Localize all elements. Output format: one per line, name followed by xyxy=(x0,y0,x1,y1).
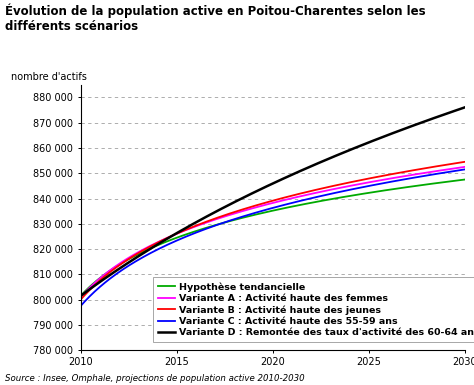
Variante A : Activité haute des femmes: (2.01e+03, 8.01e+05): Activité haute des femmes: (2.01e+03, 8.… xyxy=(78,295,83,300)
Variante A : Activité haute des femmes: (2.02e+03, 8.42e+05): Activité haute des femmes: (2.02e+03, 8.… xyxy=(305,192,310,197)
Variante C : Activité haute des 55-59 ans: (2.01e+03, 7.98e+05): Activité haute des 55-59 ans: (2.01e+03,… xyxy=(79,302,85,307)
Line: Variante D : Remontée des taux d'activité des 60-64 ans: Variante D : Remontée des taux d'activit… xyxy=(81,107,465,296)
Variante D : Remontée des taux d'activité des 60-64 ans: (2.02e+03, 8.52e+05): Remontée des taux d'activité des 60-64 a… xyxy=(306,165,312,169)
Variante B : Activité haute des jeunes: (2.02e+03, 8.43e+05): Activité haute des jeunes: (2.02e+03, 8.… xyxy=(305,189,310,194)
Text: Évolution de la population active en Poitou-Charentes selon les
différents scéna: Évolution de la population active en Poi… xyxy=(5,4,425,33)
Hypothèse tendancielle xyxy=(313,200,319,204)
Hypothèse tendancielle xyxy=(78,294,83,298)
Variante C : Activité haute des 55-59 ans: (2.01e+03, 7.98e+05): Activité haute des 55-59 ans: (2.01e+03,… xyxy=(78,304,83,308)
Line: Variante C : Activité haute des 55-59 ans: Variante C : Activité haute des 55-59 an… xyxy=(81,169,465,306)
Line: Variante A : Activité haute des femmes: Variante A : Activité haute des femmes xyxy=(81,167,465,297)
Line: Variante B : Activité haute des jeunes: Variante B : Activité haute des jeunes xyxy=(81,162,465,300)
Variante D : Remontée des taux d'activité des 60-64 ans: (2.03e+03, 8.68e+05): Remontée des taux d'activité des 60-64 a… xyxy=(401,127,407,131)
Variante C : Activité haute des 55-59 ans: (2.03e+03, 8.52e+05): Activité haute des 55-59 ans: (2.03e+03,… xyxy=(462,167,467,172)
Variante C : Activité haute des 55-59 ans: (2.03e+03, 8.49e+05): Activité haute des 55-59 ans: (2.03e+03,… xyxy=(426,173,431,177)
Variante B : Activité haute des jeunes: (2.02e+03, 8.43e+05): Activité haute des jeunes: (2.02e+03, 8.… xyxy=(313,187,319,192)
Variante D : Remontée des taux d'activité des 60-64 ans: (2.01e+03, 8.02e+05): Remontée des taux d'activité des 60-64 a… xyxy=(78,294,83,298)
Variante B : Activité haute des jeunes: (2.03e+03, 8.54e+05): Activité haute des jeunes: (2.03e+03, 8.… xyxy=(462,159,467,164)
Variante D : Remontée des taux d'activité des 60-64 ans: (2.02e+03, 8.52e+05): Remontée des taux d'activité des 60-64 a… xyxy=(305,165,310,170)
Hypothèse tendancielle xyxy=(306,201,312,206)
Variante A : Activité haute des femmes: (2.03e+03, 8.5e+05): Activité haute des femmes: (2.03e+03, 8.… xyxy=(426,170,431,174)
Variante C : Activité haute des 55-59 ans: (2.02e+03, 8.41e+05): Activité haute des 55-59 ans: (2.02e+03,… xyxy=(313,195,319,199)
Text: nombre d'actifs: nombre d'actifs xyxy=(11,72,87,82)
Variante B : Activité haute des jeunes: (2.01e+03, 8.01e+05): Activité haute des jeunes: (2.01e+03, 8.… xyxy=(79,296,85,301)
Variante C : Activité haute des 55-59 ans: (2.03e+03, 8.48e+05): Activité haute des 55-59 ans: (2.03e+03,… xyxy=(401,177,407,182)
Hypothèse tendancielle xyxy=(79,292,85,297)
Variante A : Activité haute des femmes: (2.02e+03, 8.42e+05): Activité haute des femmes: (2.02e+03, 8.… xyxy=(313,191,319,195)
Variante B : Activité haute des jeunes: (2.02e+03, 8.43e+05): Activité haute des jeunes: (2.02e+03, 8.… xyxy=(306,189,312,194)
Variante C : Activité haute des 55-59 ans: (2.02e+03, 8.4e+05): Activité haute des 55-59 ans: (2.02e+03,… xyxy=(306,196,312,201)
Variante B : Activité haute des jeunes: (2.03e+03, 8.51e+05): Activité haute des jeunes: (2.03e+03, 8.… xyxy=(401,169,407,174)
Hypothèse tendancielle xyxy=(426,182,431,186)
Variante A : Activité haute des femmes: (2.03e+03, 8.49e+05): Activité haute des femmes: (2.03e+03, 8.… xyxy=(401,174,407,179)
Hypothèse tendancielle xyxy=(462,177,467,182)
Variante C : Activité haute des 55-59 ans: (2.02e+03, 8.4e+05): Activité haute des 55-59 ans: (2.02e+03,… xyxy=(305,197,310,201)
Variante D : Remontée des taux d'activité des 60-64 ans: (2.03e+03, 8.76e+05): Remontée des taux d'activité des 60-64 a… xyxy=(462,105,467,110)
Hypothèse tendancielle xyxy=(401,185,407,190)
Variante D : Remontée des taux d'activité des 60-64 ans: (2.01e+03, 8.02e+05): Remontée des taux d'activité des 60-64 a… xyxy=(79,293,85,297)
Variante D : Remontée des taux d'activité des 60-64 ans: (2.02e+03, 8.54e+05): Remontée des taux d'activité des 60-64 a… xyxy=(313,162,319,167)
Variante A : Activité haute des femmes: (2.03e+03, 8.52e+05): Activité haute des femmes: (2.03e+03, 8.… xyxy=(462,165,467,169)
Legend: Hypothèse tendancielle, Variante A : Activité haute des femmes, Variante B : Act: Hypothèse tendancielle, Variante A : Act… xyxy=(153,277,474,342)
Variante D : Remontée des taux d'activité des 60-64 ans: (2.03e+03, 8.71e+05): Remontée des taux d'activité des 60-64 a… xyxy=(426,118,431,122)
Variante A : Activité haute des femmes: (2.01e+03, 8.02e+05): Activité haute des femmes: (2.01e+03, 8.… xyxy=(79,293,85,298)
Variante B : Activité haute des jeunes: (2.03e+03, 8.52e+05): Activité haute des jeunes: (2.03e+03, 8.… xyxy=(426,165,431,170)
Hypothèse tendancielle xyxy=(305,201,310,206)
Text: Source : Insee, Omphale, projections de population active 2010-2030: Source : Insee, Omphale, projections de … xyxy=(5,374,304,383)
Variante A : Activité haute des femmes: (2.02e+03, 8.42e+05): Activité haute des femmes: (2.02e+03, 8.… xyxy=(306,192,312,197)
Line: Hypothèse tendancielle: Hypothèse tendancielle xyxy=(81,179,465,296)
Variante B : Activité haute des jeunes: (2.01e+03, 8e+05): Activité haute des jeunes: (2.01e+03, 8e… xyxy=(78,298,83,302)
